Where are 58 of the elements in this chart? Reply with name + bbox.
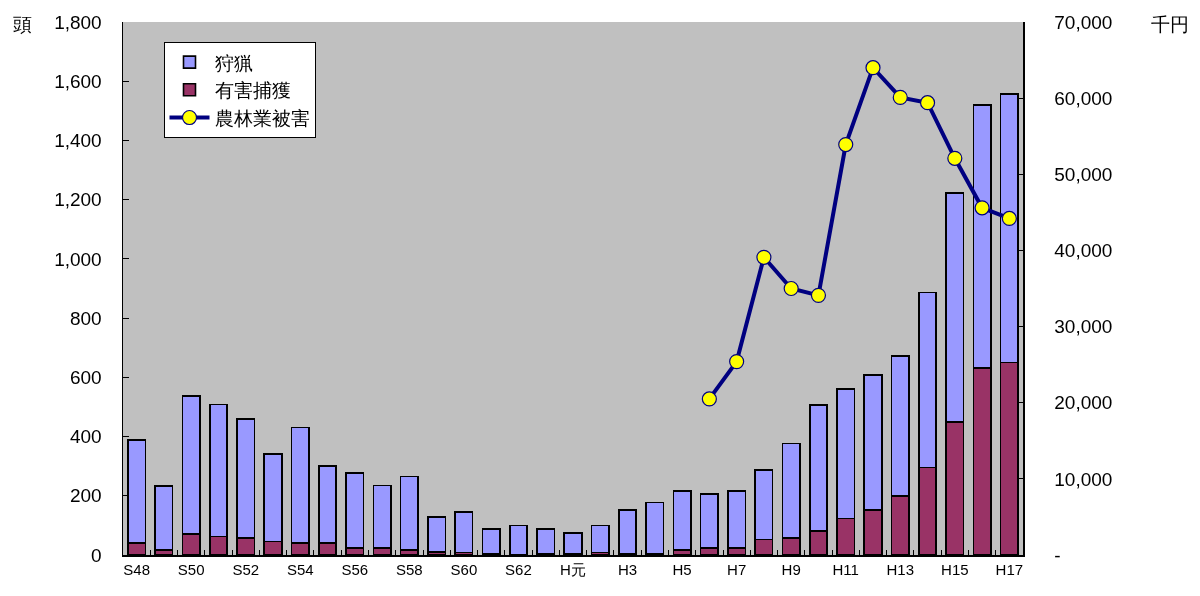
y-tick-label: 1,600 [54, 70, 102, 92]
point [783, 280, 799, 297]
y2-tick-label: 30,000 [1054, 316, 1113, 338]
x-tick-label: H15 [941, 560, 969, 578]
point [756, 249, 772, 265]
x-tick-label: H元 [560, 560, 586, 578]
x-tick-label: H17 [995, 560, 1024, 578]
x-tick-label: H13 [886, 560, 915, 578]
x-tick-label: H5 [672, 560, 692, 578]
x-tick-label: S58 [396, 560, 423, 578]
point [838, 136, 854, 153]
bar [590, 524, 610, 554]
y2-tick-label: 10,000 [1054, 468, 1113, 490]
x-tick-label: H9 [781, 560, 801, 578]
x-tick-label: S60 [450, 560, 478, 578]
bar [399, 475, 419, 552]
x-tick-label: S56 [341, 560, 369, 578]
point [919, 95, 936, 111]
point [701, 391, 717, 407]
x-tick-label: S54 [286, 560, 314, 578]
y-tick-label: 600 [70, 366, 102, 388]
point [729, 354, 745, 370]
y-tick-label: 0 [91, 544, 102, 566]
y2-tick-label: 40,000 [1054, 240, 1113, 262]
point [810, 287, 827, 303]
x-tick-label: S48 [123, 560, 150, 578]
bar [427, 516, 447, 553]
x-tick-label: H7 [727, 560, 747, 578]
point [865, 60, 881, 76]
legend-label: 農林業被害 [214, 107, 310, 129]
y-tick-label: 200 [70, 485, 102, 507]
legend-label: 有害捕獲 [214, 80, 291, 102]
x-tick-label: H3 [617, 560, 638, 578]
y2-tick-label: 50,000 [1054, 163, 1113, 185]
y-axis-title: 頭 [13, 14, 32, 35]
bar [154, 484, 174, 551]
y-tick-label: 800 [70, 307, 102, 329]
y-tick-label: 400 [70, 426, 102, 448]
y2-tick-label: 20,000 [1054, 392, 1113, 414]
legend-label: 狩猟 [214, 52, 253, 74]
point [974, 200, 990, 216]
bar [672, 489, 692, 552]
y-tick-label: 1,000 [54, 248, 102, 270]
point [892, 89, 908, 105]
x-tick-label: S52 [232, 560, 260, 578]
y-tick-label: 1,800 [54, 11, 102, 33]
y-tick-label: 1,200 [54, 189, 102, 211]
x-tick-label: S62 [505, 560, 532, 578]
point [947, 150, 963, 166]
y2-tick-label: 70,000 [1054, 11, 1113, 33]
y2-tick-label: - [1054, 544, 1061, 566]
y2-tick-label: 60,000 [1054, 87, 1113, 109]
bar [454, 510, 474, 554]
y-tick-label: 1,400 [54, 130, 102, 152]
x-tick-label: S50 [177, 560, 205, 578]
point [1001, 210, 1017, 227]
y2-axis-title: 千円 [1151, 14, 1189, 35]
x-tick-label: H11 [832, 560, 859, 578]
